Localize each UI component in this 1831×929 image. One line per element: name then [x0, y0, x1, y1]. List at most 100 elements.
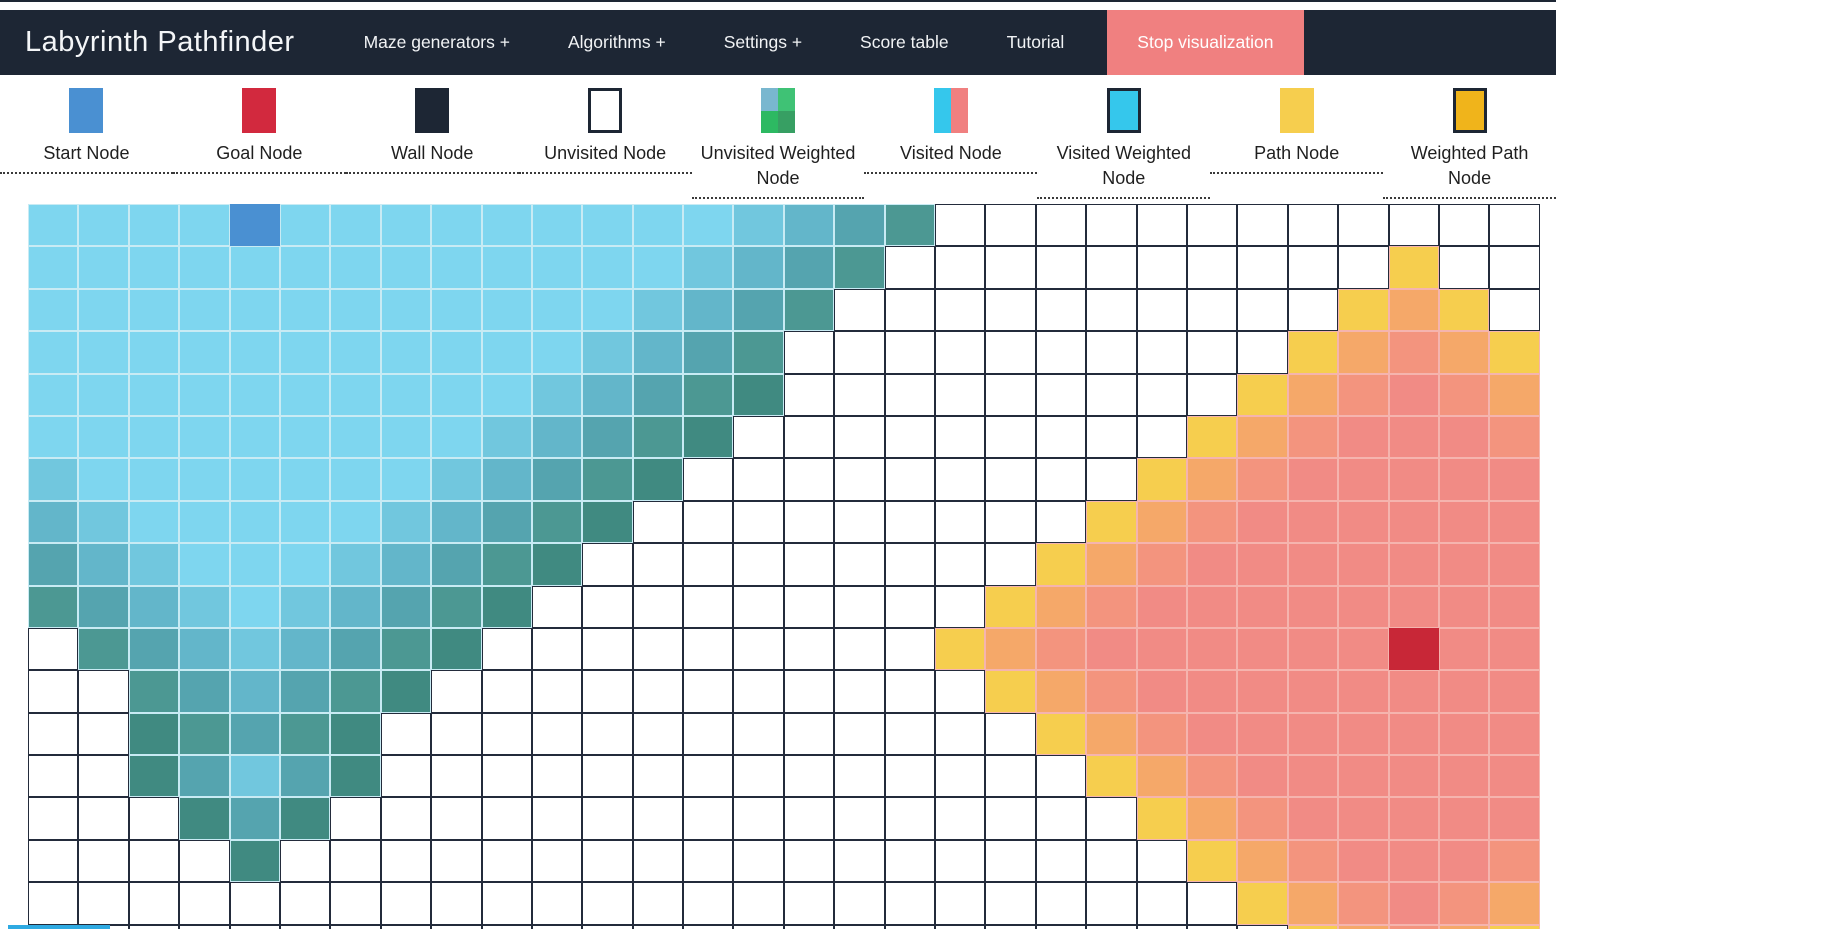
visited-cell[interactable] [279, 755, 331, 798]
unvisited-cell[interactable] [431, 797, 482, 840]
visited-cell[interactable] [380, 204, 432, 247]
visited-cell[interactable] [279, 246, 331, 289]
visited-cell[interactable] [1338, 585, 1389, 628]
unvisited-cell[interactable] [481, 670, 532, 713]
visited-cell[interactable] [330, 331, 381, 374]
visited-cell[interactable] [330, 373, 381, 416]
unvisited-cell[interactable] [834, 839, 885, 883]
visited-cell[interactable] [531, 500, 583, 544]
visited-cell[interactable] [531, 288, 583, 332]
visited-cell[interactable] [582, 331, 633, 374]
visited-cell[interactable] [380, 331, 432, 374]
visited-cell[interactable] [1237, 670, 1288, 713]
visited-cell[interactable] [1287, 797, 1339, 840]
visited-cell[interactable] [28, 585, 79, 628]
unvisited-cell[interactable] [1035, 500, 1087, 544]
unvisited-cell[interactable] [1237, 246, 1288, 289]
unvisited-cell[interactable] [1035, 331, 1087, 374]
unvisited-cell[interactable] [935, 924, 986, 929]
unvisited-cell[interactable] [683, 797, 734, 840]
unvisited-cell[interactable] [884, 331, 936, 374]
visited-cell[interactable] [229, 246, 280, 289]
visited-cell[interactable] [28, 415, 79, 459]
visited-cell[interactable] [632, 331, 684, 374]
path-frontier-cell[interactable] [1489, 924, 1540, 929]
unvisited-cell[interactable] [935, 755, 986, 798]
unvisited-cell[interactable] [683, 500, 734, 544]
visited-cell[interactable] [128, 627, 180, 671]
unvisited-cell[interactable] [935, 458, 986, 501]
unvisited-cell[interactable] [28, 839, 79, 883]
unvisited-cell[interactable] [985, 331, 1036, 374]
unvisited-cell[interactable] [783, 712, 835, 756]
unvisited-cell[interactable] [1186, 246, 1238, 289]
visited-cell[interactable] [1489, 458, 1540, 501]
unvisited-cell[interactable] [834, 415, 885, 459]
unvisited-cell[interactable] [78, 797, 129, 840]
visited-cell[interactable] [179, 246, 230, 289]
unvisited-cell[interactable] [279, 924, 331, 929]
visited-cell[interactable] [1489, 585, 1540, 628]
unvisited-cell[interactable] [330, 797, 381, 840]
unvisited-cell[interactable] [632, 755, 684, 798]
visited-cell[interactable] [1136, 500, 1187, 544]
unvisited-cell[interactable] [632, 712, 684, 756]
unvisited-cell[interactable] [834, 500, 885, 544]
unvisited-cell[interactable] [179, 924, 230, 929]
visited-cell[interactable] [1287, 458, 1339, 501]
unvisited-cell[interactable] [1136, 415, 1187, 459]
unvisited-cell[interactable] [1136, 924, 1187, 929]
unvisited-cell[interactable] [431, 670, 482, 713]
unvisited-cell[interactable] [884, 458, 936, 501]
visited-cell[interactable] [279, 204, 331, 247]
unvisited-cell[interactable] [733, 755, 784, 798]
unvisited-cell[interactable] [1489, 204, 1540, 247]
unvisited-cell[interactable] [783, 627, 835, 671]
visited-cell[interactable] [330, 415, 381, 459]
unvisited-cell[interactable] [380, 839, 432, 883]
unvisited-cell[interactable] [935, 331, 986, 374]
unvisited-cell[interactable] [935, 585, 986, 628]
visited-cell[interactable] [1136, 755, 1187, 798]
unvisited-cell[interactable] [481, 712, 532, 756]
unvisited-cell[interactable] [985, 543, 1036, 586]
pathfinding-grid[interactable] [28, 204, 1541, 929]
unvisited-cell[interactable] [1136, 839, 1187, 883]
unvisited-cell[interactable] [834, 585, 885, 628]
visited-cell[interactable] [431, 246, 482, 289]
visited-cell[interactable] [1489, 755, 1540, 798]
unvisited-cell[interactable] [884, 373, 936, 416]
visited-cell[interactable] [431, 458, 482, 501]
unvisited-cell[interactable] [985, 839, 1036, 883]
visited-cell[interactable] [78, 500, 129, 544]
visited-cell[interactable] [28, 373, 79, 416]
unvisited-cell[interactable] [834, 288, 885, 332]
visited-cell[interactable] [380, 415, 432, 459]
visited-cell[interactable] [28, 204, 79, 247]
path-frontier-cell[interactable] [1086, 755, 1137, 798]
visited-cell[interactable] [1338, 458, 1389, 501]
visited-cell[interactable] [1438, 500, 1490, 544]
visited-cell[interactable] [1338, 373, 1389, 416]
unvisited-cell[interactable] [1388, 204, 1439, 247]
visited-cell[interactable] [1388, 839, 1439, 883]
visited-cell[interactable] [632, 288, 684, 332]
unvisited-cell[interactable] [1338, 246, 1389, 289]
path-frontier-cell[interactable] [1136, 797, 1187, 840]
visited-cell[interactable] [1186, 500, 1238, 544]
visited-cell[interactable] [1438, 712, 1490, 756]
visited-cell[interactable] [1489, 712, 1540, 756]
unvisited-cell[interactable] [834, 797, 885, 840]
unvisited-cell[interactable] [733, 797, 784, 840]
unvisited-cell[interactable] [1086, 882, 1137, 925]
visited-cell[interactable] [1388, 415, 1439, 459]
visited-cell[interactable] [380, 373, 432, 416]
unvisited-cell[interactable] [733, 543, 784, 586]
visited-cell[interactable] [1035, 585, 1087, 628]
unvisited-cell[interactable] [431, 712, 482, 756]
visited-cell[interactable] [1237, 839, 1288, 883]
unvisited-cell[interactable] [632, 924, 684, 929]
unvisited-cell[interactable] [783, 331, 835, 374]
visited-cell[interactable] [1136, 627, 1187, 671]
visited-cell[interactable] [380, 627, 432, 671]
